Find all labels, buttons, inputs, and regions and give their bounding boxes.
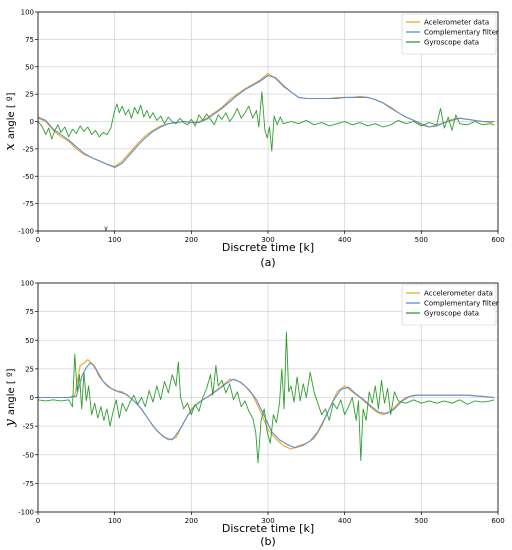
series-line-gyroscope bbox=[37, 331, 495, 464]
y-tick-label: -25 bbox=[23, 145, 34, 153]
legend-label: Gyroscope data bbox=[424, 310, 479, 318]
y-axis-title: y angle [ º] bbox=[3, 368, 18, 427]
legend-label: Accelerometer data bbox=[424, 290, 493, 298]
x-tick-label: 400 bbox=[338, 517, 351, 525]
chart-panel-1: 0 100 200 300 400 500 600 -100 -75 -50 -25 0 25 50 75 1… bbox=[3, 9, 505, 270]
x-tick-label: 300 bbox=[261, 236, 274, 244]
x-tick-label: 200 bbox=[185, 236, 198, 244]
x-tick-label: 100 bbox=[108, 236, 121, 244]
y-tick-label: 75 bbox=[25, 308, 34, 316]
legend-box bbox=[401, 284, 497, 326]
y-tick-label: -50 bbox=[23, 173, 34, 181]
legend: Acelerometer data Complementary filter Gyr… bbox=[401, 13, 499, 55]
legend-label: Acelerometer data bbox=[424, 19, 489, 27]
y-axis-title: x angle [ º] bbox=[3, 92, 18, 150]
series-line-complementary bbox=[38, 362, 495, 449]
legend: Accelerometer data Complementary filter Gy… bbox=[401, 284, 499, 326]
x-tick-label: 0 bbox=[36, 517, 40, 525]
y-tick-label: -100 bbox=[18, 228, 34, 236]
stray-mark: y bbox=[104, 225, 108, 232]
y-tick-label: 100 bbox=[21, 9, 34, 17]
x-tick-label: 500 bbox=[415, 517, 428, 525]
y-tick-label: 25 bbox=[25, 365, 34, 373]
chart-panel-2: 0 100 200 300 400 500 600 -100 -75 -50 -25 0 25 50 75 1… bbox=[3, 280, 505, 549]
y-tick-label: 75 bbox=[25, 36, 34, 44]
y-tick-label: 50 bbox=[25, 337, 34, 345]
y-tick-label: 25 bbox=[25, 91, 34, 99]
x-tick-label: 300 bbox=[261, 517, 274, 525]
x-axis-title: Discrete time [k] bbox=[222, 522, 314, 535]
y-tick-label: -50 bbox=[23, 451, 34, 459]
x-axis-title: Discrete time [k] bbox=[222, 241, 314, 254]
panel-caption: (a) bbox=[260, 256, 275, 269]
legend-label: Complementary filter bbox=[424, 29, 499, 37]
panel-caption: (b) bbox=[260, 535, 276, 548]
x-tick-label: 500 bbox=[415, 236, 428, 244]
y-tick-label: -75 bbox=[23, 200, 34, 208]
series-line-complementary bbox=[37, 74, 495, 169]
legend-label: Complementary filter bbox=[424, 300, 499, 308]
y-tick-label: -100 bbox=[18, 509, 34, 517]
x-tick-label: 600 bbox=[491, 517, 504, 525]
x-tick-label: 0 bbox=[36, 236, 40, 244]
y-tick-label: 0 bbox=[30, 118, 34, 126]
x-tick-label: 400 bbox=[338, 236, 351, 244]
series-line-accelerometer bbox=[38, 359, 495, 450]
x-tick-label: 100 bbox=[108, 517, 121, 525]
y-tick-label: -25 bbox=[23, 423, 34, 431]
series-line-accelerometer bbox=[37, 72, 495, 167]
series-line-gyroscope bbox=[37, 91, 495, 152]
y-tick-label: 100 bbox=[21, 280, 34, 288]
x-tick-label: 600 bbox=[491, 236, 504, 244]
y-tick-label: 50 bbox=[25, 63, 34, 71]
y-tick-label: -75 bbox=[23, 480, 34, 488]
y-tick-label: 0 bbox=[30, 394, 34, 402]
legend-box bbox=[401, 13, 497, 55]
legend-label: Gyroscope data bbox=[424, 39, 479, 47]
x-tick-label: 200 bbox=[185, 517, 198, 525]
